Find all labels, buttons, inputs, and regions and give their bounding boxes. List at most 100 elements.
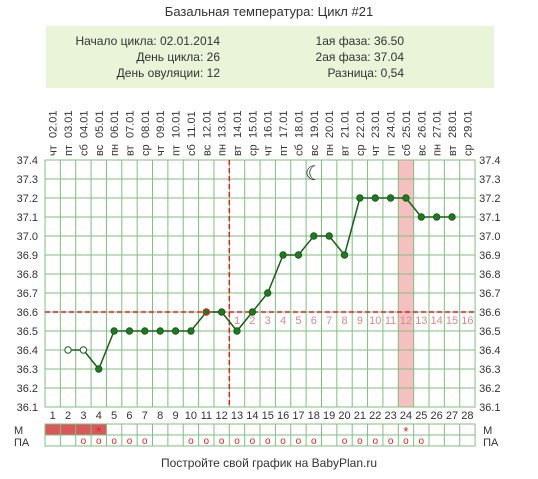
ovulation-day-label: День овуляции: — [116, 66, 204, 80]
phase2-row: 2ая фаза: 37.04 — [316, 50, 404, 64]
y-tick-label-left: 36.9 — [17, 250, 38, 262]
y-tick-label-right: 36.9 — [479, 250, 500, 262]
temperature-point — [79, 346, 88, 354]
date-label: 27.01 — [432, 110, 444, 138]
x-tick-label: 19 — [323, 410, 335, 422]
weekday-label: пт — [386, 145, 398, 156]
weekday-label: вт — [232, 145, 244, 156]
weekday-label: ср — [355, 144, 367, 156]
pa-marker: o — [296, 436, 302, 447]
post-ovulation-day-label: 16 — [461, 315, 473, 327]
date-label: 18.01 — [293, 110, 305, 138]
ovulation-day-value: 12 — [206, 66, 220, 80]
m-star-marker: * — [96, 424, 101, 439]
date-label: 22.01 — [355, 110, 367, 138]
pa-marker: o — [81, 436, 87, 447]
date-label: 23.01 — [370, 110, 382, 138]
weekday-label: пн — [324, 144, 336, 156]
x-tick-label: 25 — [415, 410, 427, 422]
temperature-point — [110, 327, 118, 335]
temperature-point — [264, 289, 272, 297]
date-label: 10.01 — [171, 110, 183, 138]
phase1-value: 36.50 — [373, 34, 404, 48]
cycle-start-label: Начало цикла: — [75, 34, 157, 48]
pa-marker: o — [280, 436, 286, 447]
x-tick-label: 3 — [80, 410, 86, 422]
y-tick-label-right: 36.6 — [479, 307, 500, 319]
date-label: 26.01 — [416, 110, 428, 138]
x-tick-label: 17 — [292, 410, 304, 422]
post-ovulation-day-label: 4 — [280, 315, 286, 327]
pa-marker: o — [388, 436, 394, 447]
date-label: 06.01 — [109, 110, 121, 138]
date-label: 13.01 — [217, 110, 229, 138]
temperature-point — [325, 232, 333, 240]
y-tick-label-left: 37.0 — [17, 231, 38, 243]
post-ovulation-day-label: 12 — [400, 315, 412, 327]
x-tick-label: 14 — [246, 410, 258, 422]
weekday-label: чт — [263, 145, 275, 156]
weekday-label: сб — [293, 144, 305, 156]
y-tick-label-right: 37.0 — [479, 231, 500, 243]
m-day-cell — [91, 424, 107, 435]
highlight-day-band — [398, 160, 414, 407]
x-tick-label: 27 — [446, 410, 458, 422]
x-tick-label: 20 — [338, 410, 350, 422]
weekday-label: ср — [247, 144, 259, 156]
temperature-point — [417, 213, 426, 221]
weekday-label: сб — [186, 144, 198, 156]
date-label: 03.01 — [63, 110, 75, 138]
date-label: 20.01 — [324, 110, 336, 138]
date-label: 19.01 — [309, 110, 321, 138]
weekday-label: пт — [171, 145, 183, 156]
x-tick-label: 8 — [157, 410, 163, 422]
y-tick-label-left: 36.7 — [17, 288, 38, 300]
temperature-point — [125, 327, 134, 335]
date-label: 15.01 — [247, 110, 259, 138]
weekday-label: вт — [340, 145, 352, 156]
temperature-point — [448, 213, 456, 221]
footer-link[interactable]: Постройте свой график на BabyPlan.ru — [160, 456, 378, 470]
post-ovulation-day-label: 8 — [341, 315, 347, 327]
pa-marker: o — [111, 436, 117, 447]
x-tick-label: 23 — [384, 410, 396, 422]
pa-marker: o — [188, 436, 194, 447]
difference-value: 0,54 — [380, 66, 404, 80]
temperature-point — [233, 327, 241, 335]
m-day-cell — [75, 424, 92, 435]
weekday-label: чт — [48, 145, 60, 156]
temperature-point — [294, 251, 303, 259]
temperature-point — [279, 251, 287, 259]
x-tick-label: 18 — [308, 410, 320, 422]
weekday-label: сб — [78, 144, 90, 156]
y-tick-label-left: 36.6 — [17, 307, 38, 319]
weekday-label: чт — [370, 145, 382, 156]
temperature-point — [217, 308, 226, 316]
x-tick-label: 28 — [461, 410, 473, 422]
temperature-point — [371, 194, 379, 202]
temperature-point — [402, 194, 410, 202]
weekday-label: чт — [155, 145, 167, 156]
cycle-start-row: Начало цикла: 02.01.2014 — [75, 34, 220, 48]
date-label: 25.01 — [401, 110, 413, 138]
pa-marker: o — [403, 436, 409, 447]
y-tick-label-left: 37.3 — [17, 174, 38, 186]
date-label: 24.01 — [386, 110, 398, 138]
pa-marker: o — [142, 436, 148, 447]
temperature-point — [171, 327, 180, 335]
x-tick-label: 12 — [216, 410, 228, 422]
date-label: 16.01 — [263, 110, 275, 138]
date-label: 04.01 — [78, 110, 90, 138]
m-day-cell — [60, 424, 76, 435]
weekday-label: вс — [416, 144, 428, 156]
date-label: 29.01 — [462, 110, 474, 138]
pa-marker: o — [234, 436, 240, 447]
date-label: 28.01 — [447, 110, 459, 138]
cycle-day-row: День цикла: 26 — [136, 50, 220, 64]
temperature-point — [356, 194, 364, 202]
y-tick-label-right: 36.8 — [479, 269, 500, 281]
x-tick-label: 11 — [201, 410, 212, 422]
phase1-row: 1ая фаза: 36.50 — [316, 34, 404, 48]
cycle-day-value: 26 — [206, 50, 220, 64]
pa-marker: o — [342, 436, 348, 447]
